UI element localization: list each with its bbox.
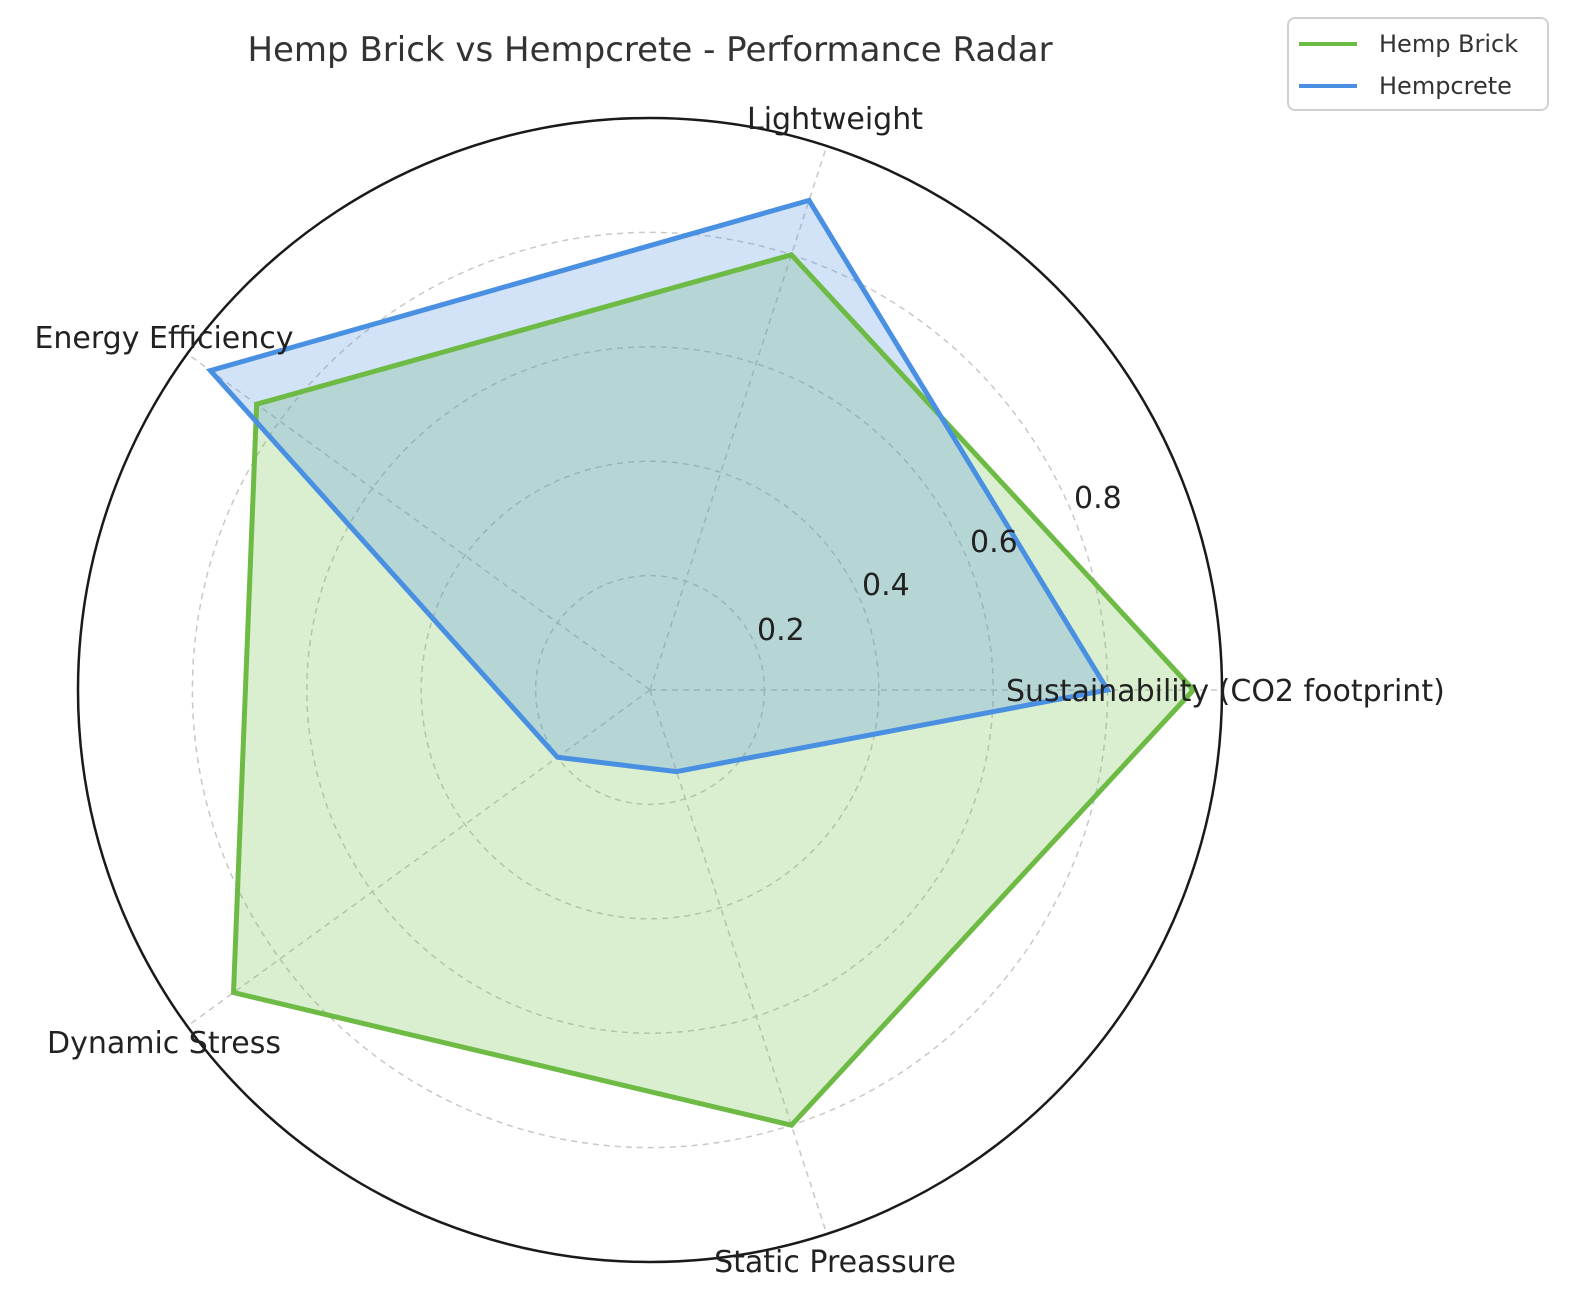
chart-title: Hemp Brick vs Hempcrete - Performance Ra…	[247, 30, 1053, 70]
chart-legend: Hemp Brick Hempcrete	[1287, 17, 1549, 111]
legend-label-hempcrete: Hempcrete	[1379, 72, 1512, 100]
legend-item-hempcrete: Hempcrete	[1299, 71, 1512, 101]
category-label-1: Lightweight	[747, 102, 923, 137]
legend-swatch-hempcrete	[1299, 84, 1357, 88]
spoke-2	[186, 353, 651, 691]
category-label-0: Sustainability (CO2 footprint)	[1006, 674, 1445, 709]
tick-label-2: 0.6	[970, 525, 1018, 560]
grid-circle-1	[420, 460, 880, 920]
series-line-0	[230, 251, 1197, 1128]
series-line-1	[205, 197, 1112, 775]
legend-swatch-hemp-brick	[1299, 42, 1357, 46]
tick-label-0: 0.2	[757, 613, 805, 648]
spoke-1	[649, 145, 828, 691]
spoke-3	[186, 689, 651, 1027]
series-fill-0	[233, 254, 1194, 1126]
tick-label-3: 0.8	[1074, 481, 1122, 516]
category-label-4: Static Preassure	[714, 1245, 956, 1280]
legend-item-hemp-brick: Hemp Brick	[1299, 29, 1518, 59]
category-label-2: Energy Efficiency	[34, 321, 293, 356]
tick-label-1: 0.4	[862, 568, 910, 603]
series-fill-1	[210, 200, 1108, 772]
legend-label-hemp-brick: Hemp Brick	[1379, 30, 1519, 58]
spoke-4	[649, 689, 828, 1235]
outer-circle	[76, 116, 1224, 1264]
category-label-3: Dynamic Stress	[47, 1026, 281, 1061]
